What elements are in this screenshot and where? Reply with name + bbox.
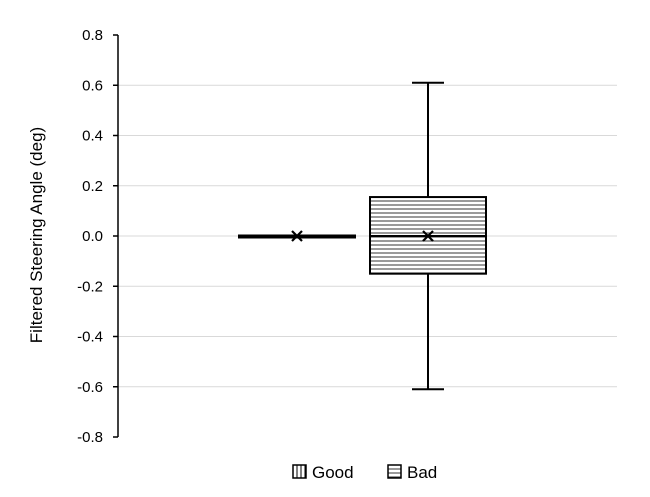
legend-item-bad: Bad — [387, 463, 437, 482]
y-tick-label: -0.8 — [77, 429, 103, 446]
box-bad — [369, 81, 487, 391]
legend: Good Bad — [292, 463, 437, 482]
y-tick-label: 0.8 — [82, 27, 103, 44]
legend-label: Bad — [407, 463, 437, 482]
y-tick-label: -0.4 — [77, 329, 103, 346]
gridlines — [118, 84, 617, 388]
boxes — [238, 81, 487, 391]
legend-label: Good — [312, 463, 354, 482]
mean-marker — [422, 230, 434, 242]
y-tick-label: 0.4 — [82, 128, 103, 145]
mean-marker — [291, 230, 303, 242]
legend-swatch — [387, 464, 402, 479]
y-axis-title: Filtered Steering Angle (deg) — [27, 127, 46, 343]
y-tick-label: 0.0 — [82, 228, 103, 245]
legend-swatch — [292, 464, 307, 479]
y-tick-label: -0.6 — [77, 379, 103, 396]
y-tick-label: 0.6 — [82, 77, 103, 94]
y-tick-label: -0.2 — [77, 278, 103, 295]
y-axis: 0.8 0.6 0.4 0.2 0.0 -0.2 -0.4 -0.6 -0.8 — [77, 27, 119, 446]
box-good — [238, 230, 356, 242]
y-tick-label: 0.2 — [82, 178, 103, 195]
legend-item-good: Good — [292, 463, 354, 482]
